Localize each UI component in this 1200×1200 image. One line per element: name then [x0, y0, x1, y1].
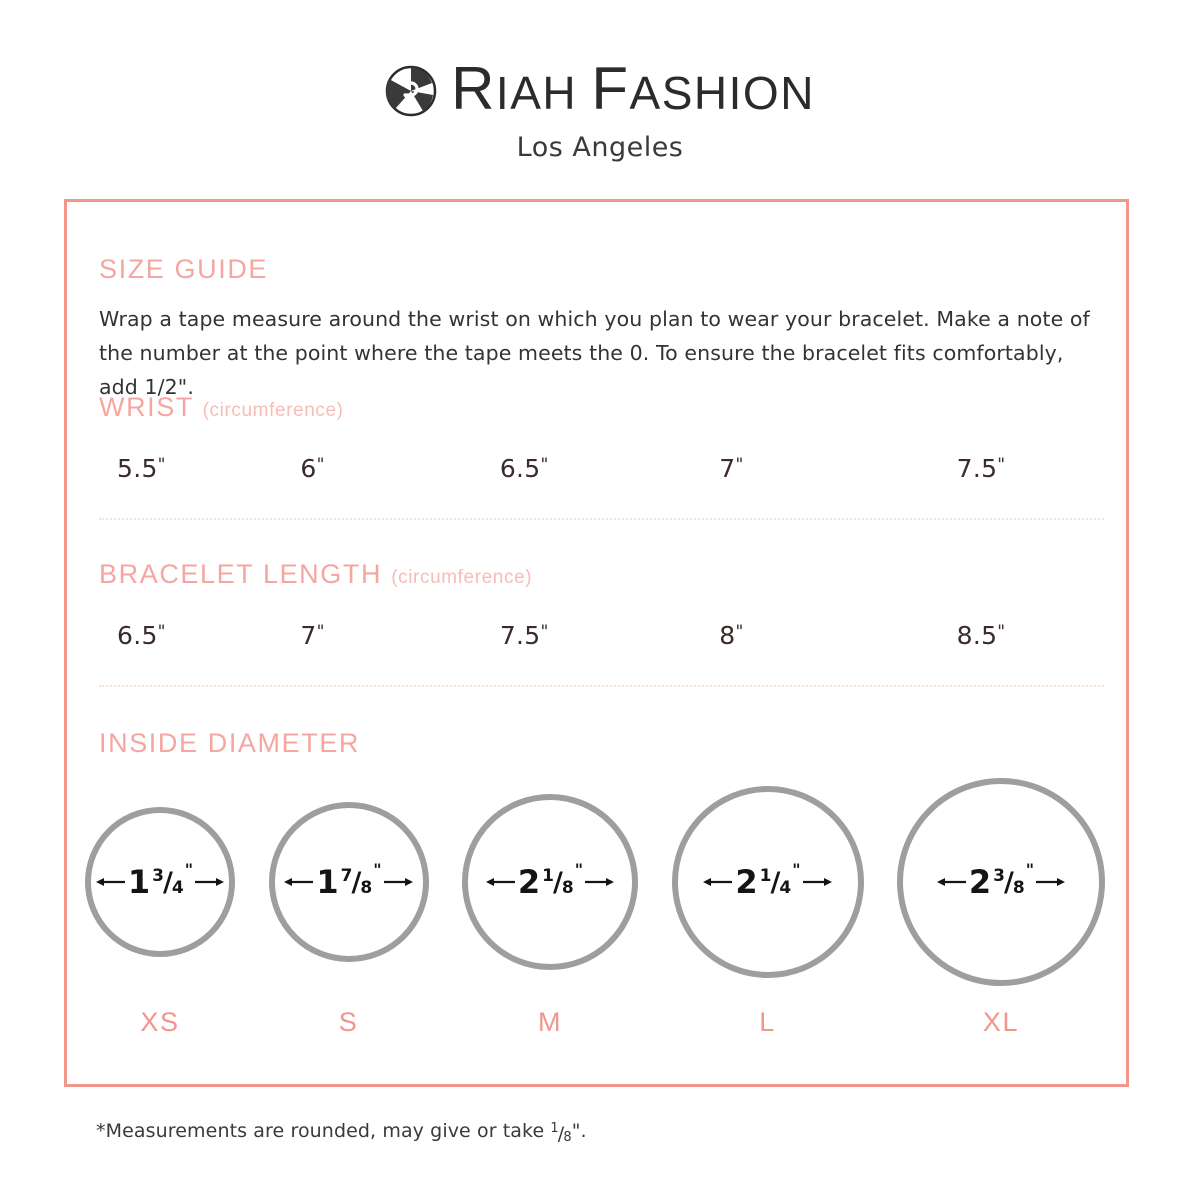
wrist-heading: WRIST (circumference) [99, 392, 344, 423]
ring-shape: 2 1/8 " [462, 794, 638, 970]
wrist-value: 6.5 [499, 454, 541, 483]
ring-shape: 2 3/8 " [897, 778, 1105, 986]
inch-mark: " [735, 622, 744, 642]
brand-name: RIAH FASHION [451, 59, 815, 123]
inside-diameter-circles: 1 3/4 " 1 7/8 " [85, 767, 1105, 997]
wrist-value: 6 [300, 454, 317, 483]
wrist-value: 7.5 [956, 454, 998, 483]
wrist-value-cell: 7" [647, 454, 866, 483]
inch-mark: " [540, 622, 549, 642]
bracelet-length-value-cell: 6.5" [99, 621, 264, 650]
size-label-xs: XS [140, 1007, 180, 1037]
inch-mark: " [157, 455, 166, 475]
brand-logo: RIAH FASHION Los Angeles [0, 56, 1200, 163]
inch-mark: " [997, 455, 1006, 475]
arrow-left-icon [936, 878, 966, 886]
size-guide-instructions: Wrap a tape measure around the wrist on … [99, 307, 1090, 399]
diameter-circle-l: 2 1/4 " [671, 786, 864, 978]
arrow-right-icon [1036, 878, 1066, 886]
bracelet-length-value: 7.5 [499, 621, 541, 650]
diameter-value-xl: 2 3/8 " [968, 860, 1035, 901]
riah-monogram-icon [385, 65, 437, 117]
bracelet-length-value: 8 [719, 621, 736, 650]
brand-name-ashion: ASHION [629, 67, 815, 119]
diameter-value-m: 2 1/8 " [517, 860, 584, 901]
arrow-left-icon [95, 878, 125, 886]
inch-mark: " [316, 622, 325, 642]
dimension-annotation: 2 3/8 " [936, 860, 1066, 901]
diameter-value-l: 2 1/4 " [735, 860, 801, 901]
size-label-xl: XL [982, 1007, 1020, 1037]
diameter-circle-m: 2 1/8 " [462, 794, 638, 970]
arrow-left-icon [485, 878, 515, 886]
ring-shape: 1 7/8 " [268, 802, 429, 962]
bracelet-length-values-row: 6.5" 7" 7.5" 8" 8.5" [99, 621, 1104, 650]
brand-tagline: Los Angeles [516, 132, 684, 163]
inch-mark: " [735, 455, 744, 475]
arrow-left-icon [703, 878, 733, 886]
inch-mark: " [157, 622, 166, 642]
inside-diameter-heading: INSIDE DIAMETER [99, 728, 361, 758]
wrist-value: 5.5 [117, 454, 158, 483]
wrist-value-cell: 6" [264, 454, 447, 483]
footnote-suffix: ". [571, 1120, 587, 1142]
bracelet-length-heading-paren: (circumference) [391, 567, 533, 588]
size-label-s: S [338, 1007, 359, 1037]
measurement-footnote: *Measurements are rounded, may give or t… [96, 1120, 587, 1145]
brand-name-iah: IAH [495, 67, 592, 119]
wrist-value: 7 [719, 454, 736, 483]
ring-shape: 2 1/4 " [671, 786, 864, 978]
bracelet-length-value: 6.5 [117, 621, 158, 650]
bracelet-length-value: 7 [300, 621, 317, 650]
section-divider [99, 518, 1104, 520]
wrist-value-cell: 5.5" [99, 454, 264, 483]
footnote-prefix: *Measurements are rounded, may give or t… [96, 1120, 551, 1142]
size-labels-row: XS S M L XL [85, 1007, 1105, 1038]
section-divider [99, 685, 1104, 687]
bracelet-length-heading: BRACELET LENGTH (circumference) [99, 559, 532, 590]
arrow-right-icon [585, 878, 615, 886]
inch-mark: " [540, 455, 549, 475]
wrist-values-row: 5.5" 6" 6.5" 7" 7.5" [99, 454, 1104, 483]
diameter-circle-xl: 2 3/8 " [897, 778, 1105, 986]
wrist-heading-label: WRIST [99, 392, 194, 422]
bracelet-length-value-cell: 8" [647, 621, 866, 650]
brand-name-f: F [591, 55, 630, 122]
inch-mark: " [997, 622, 1006, 642]
arrow-right-icon [383, 878, 413, 886]
diameter-value-xs: 1 3/4 " [127, 860, 194, 901]
inch-mark: " [316, 455, 325, 475]
arrow-right-icon [195, 878, 225, 886]
footnote-fraction: 1/8 [550, 1121, 572, 1145]
dimension-annotation: 1 3/4 " [95, 860, 225, 901]
dimension-annotation: 1 7/8 " [284, 860, 413, 901]
bracelet-length-value-cell: 7" [264, 621, 447, 650]
arrow-left-icon [284, 878, 314, 886]
size-guide-heading: SIZE GUIDE [99, 254, 269, 284]
diameter-circle-s: 1 7/8 " [268, 802, 429, 962]
logo-row: RIAH FASHION [0, 56, 1200, 126]
ring-shape: 1 3/4 " [85, 807, 235, 957]
bracelet-length-value: 8.5 [956, 621, 998, 650]
brand-name-r: R [451, 55, 496, 122]
wrist-value-cell: 6.5" [448, 454, 647, 483]
diameter-value-s: 1 7/8 " [316, 860, 382, 901]
bracelet-length-heading-label: BRACELET LENGTH [99, 559, 383, 589]
arrow-right-icon [802, 878, 832, 886]
bracelet-length-value-cell: 7.5" [448, 621, 647, 650]
wrist-value-cell: 7.5" [867, 454, 1104, 483]
dimension-annotation: 2 1/8 " [485, 860, 615, 901]
size-label-l: L [759, 1007, 776, 1037]
dimension-annotation: 2 1/4 " [703, 860, 832, 901]
wrist-heading-paren: (circumference) [202, 400, 344, 421]
size-guide-card: SIZE GUIDE Wrap a tape measure around th… [64, 199, 1129, 1087]
size-label-m: M [537, 1007, 563, 1037]
diameter-circle-xs: 1 3/4 " [85, 807, 235, 957]
bracelet-length-value-cell: 8.5" [867, 621, 1104, 650]
